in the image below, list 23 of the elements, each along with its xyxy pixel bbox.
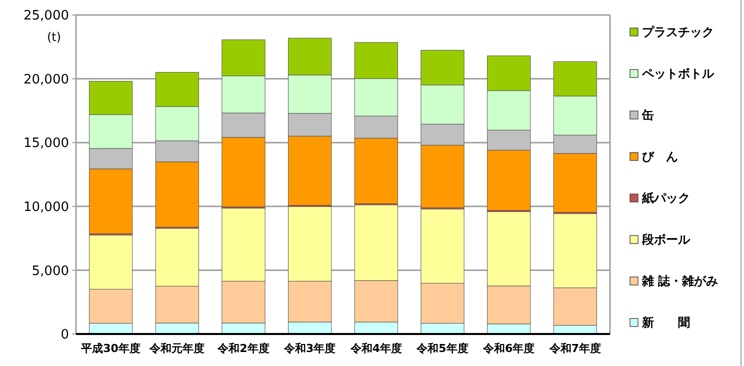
legend-label: ペットボトル xyxy=(641,66,715,81)
legend-label: 缶 xyxy=(641,108,654,122)
legend-label: プラスチック xyxy=(642,25,714,40)
x-tick-label: 令和3年度 xyxy=(283,342,336,355)
legend-label: 段ボール xyxy=(641,232,691,247)
legend-label: び ん xyxy=(642,150,678,164)
y-axis-title: (t) xyxy=(46,30,62,44)
x-tick-label: 令和元年度 xyxy=(148,342,205,355)
y-tick-label: 25,000 xyxy=(24,8,69,24)
y-tick-label: 15,000 xyxy=(24,136,69,152)
legend-label: 新 聞 xyxy=(641,316,690,330)
y-tick-label: 0 xyxy=(60,328,69,343)
legend-label: 紙パック xyxy=(641,191,690,206)
x-tick-label: 令和5年度 xyxy=(416,342,468,355)
x-tick-label: 令和4年度 xyxy=(349,342,402,355)
x-tick-label: 令和7年度 xyxy=(548,342,601,355)
legend-label: 雑 誌・雑がみ xyxy=(641,274,718,288)
x-tick-label: 令和6年度 xyxy=(482,342,535,355)
x-tick-label: 令和2年度 xyxy=(216,342,270,355)
y-tick-label: 10,000 xyxy=(24,200,69,215)
y-tick-label: 5,000 xyxy=(32,264,69,279)
y-tick-label: 20,000 xyxy=(24,72,69,88)
x-tick-label: 平成30年度 xyxy=(80,342,140,355)
